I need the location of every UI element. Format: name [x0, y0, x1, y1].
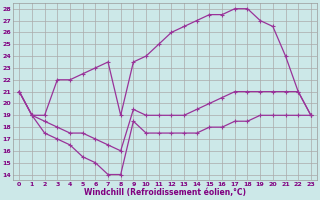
X-axis label: Windchill (Refroidissement éolien,°C): Windchill (Refroidissement éolien,°C) — [84, 188, 246, 197]
